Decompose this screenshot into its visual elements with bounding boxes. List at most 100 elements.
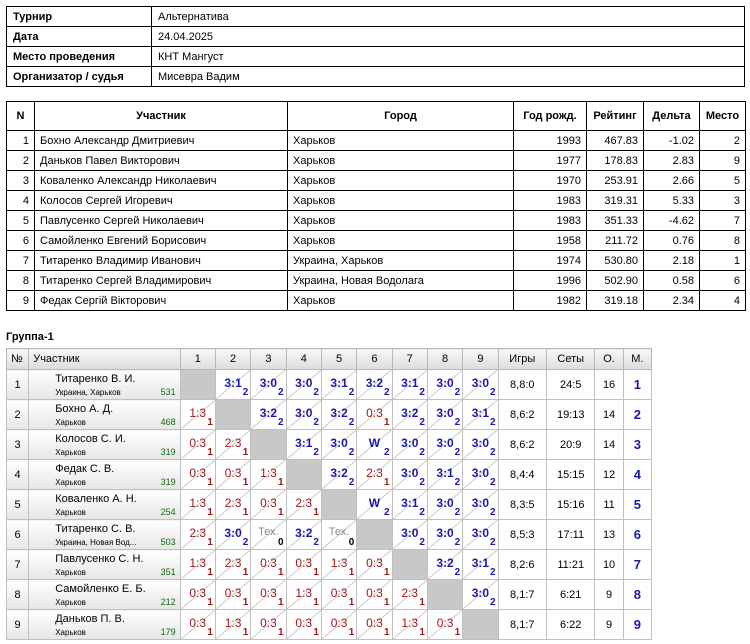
- sets-stat: 15:16: [545, 489, 596, 520]
- match-score: 3:0: [436, 436, 454, 450]
- match-result[interactable]: 0:3 1: [179, 429, 216, 460]
- match-result[interactable]: 1:3 1: [179, 399, 216, 430]
- match-result[interactable]: 0:3 1: [426, 609, 464, 640]
- match-points: 1: [384, 597, 390, 608]
- match-result[interactable]: 3:0 2: [462, 579, 499, 610]
- match-points: 1: [454, 627, 461, 638]
- participant-n: 4: [6, 190, 35, 211]
- info-row: Дата 24.04.2025: [6, 26, 745, 47]
- match-result[interactable]: 3:0 2: [462, 489, 499, 520]
- points-stat: 16: [594, 369, 624, 400]
- match-result[interactable]: 3:0 2: [391, 429, 428, 460]
- points-stat: 14: [594, 399, 624, 430]
- player-city: Харьков: [55, 418, 86, 427]
- participant-n: 9: [6, 290, 35, 311]
- match-result[interactable]: 0:3 1: [320, 579, 358, 610]
- match-result[interactable]: 1:3 1: [179, 549, 216, 580]
- participant-n: 3: [6, 170, 35, 191]
- match-result[interactable]: 1:3 1: [285, 579, 322, 610]
- match-score: 0:3: [189, 466, 207, 480]
- match-result[interactable]: 3:0 2: [462, 369, 499, 400]
- match-result[interactable]: 3:2 2: [320, 459, 358, 490]
- match-score: 1:3: [401, 616, 419, 630]
- match-result[interactable]: 3:1 2: [285, 429, 322, 460]
- match-score: 0:3: [295, 616, 313, 630]
- participant-n: 1: [6, 130, 35, 151]
- match-result[interactable]: 3:0 2: [391, 459, 428, 490]
- match-result[interactable]: 3:0 2: [462, 519, 499, 550]
- match-result[interactable]: 0:3 1: [214, 579, 252, 610]
- match-result[interactable]: 0:3 1: [250, 549, 287, 580]
- match-result[interactable]: 3:0 2: [214, 519, 252, 550]
- match-result[interactable]: 3:0 2: [320, 429, 358, 460]
- match-result[interactable]: 0:3 1: [250, 609, 287, 640]
- match-result[interactable]: 0:3 1: [356, 399, 393, 430]
- match-result[interactable]: 3:0 2: [426, 399, 464, 430]
- match-result[interactable]: 0:3 1: [179, 609, 216, 640]
- participant-delta: 2.83: [643, 150, 700, 171]
- group-title: Группа-1: [6, 331, 54, 343]
- match-result[interactable]: 2:3 1: [356, 459, 393, 490]
- match-result[interactable]: 3:0 2: [426, 519, 464, 550]
- cross-row: 6 Титаренко С. В. Украина, Новая Вод... 503…: [5, 519, 653, 550]
- match-result[interactable]: 0:3 1: [250, 579, 287, 610]
- match-result[interactable]: 3:2 2: [426, 549, 464, 580]
- participants-header-row: N Участник Город Год рожд. Рейтинг Дельт…: [6, 101, 746, 131]
- match-result[interactable]: 3:0 2: [462, 459, 499, 490]
- cross-row: 5 Коваленко А. Н. Харьков 254 1:3 1 2:3 1 0:3 1 2:…: [5, 489, 653, 520]
- match-result[interactable]: 3:0 2: [426, 489, 464, 520]
- match-result[interactable]: 0:3 1: [285, 549, 322, 580]
- match-result[interactable]: 3:0 2: [426, 429, 464, 460]
- match-result[interactable]: 0:3 1: [285, 609, 322, 640]
- match-result[interactable]: 0:3 1: [320, 609, 358, 640]
- match-result[interactable]: 0:3 1: [179, 459, 216, 490]
- player-rating: 351: [160, 567, 176, 577]
- match-result[interactable]: 0:3 1: [356, 579, 393, 610]
- match-result[interactable]: Тех. 0: [320, 519, 358, 550]
- match-score: 3:0: [330, 436, 348, 450]
- match-result[interactable]: 2:3 1: [214, 489, 252, 520]
- participant-year: 1996: [513, 270, 587, 291]
- match-result[interactable]: 3:2 2: [285, 519, 322, 550]
- match-result[interactable]: 1:3 1: [320, 549, 358, 580]
- player-city: Украина, Харьков: [55, 388, 121, 397]
- participant-name: Даньков Павел Викторович: [34, 150, 288, 171]
- match-result[interactable]: 1:3 1: [179, 489, 216, 520]
- match-result[interactable]: 0:3 1: [356, 549, 393, 580]
- match-result[interactable]: 3:1 2: [320, 369, 358, 400]
- match-result[interactable]: 1:3 1: [391, 609, 428, 640]
- match-result[interactable]: 3:1 2: [462, 549, 499, 580]
- match-result[interactable]: 2:3 1: [285, 489, 322, 520]
- match-result[interactable]: 0:3 1: [250, 489, 287, 520]
- match-result[interactable]: 3:1 2: [391, 489, 428, 520]
- match-result[interactable]: 3:1 2: [462, 399, 499, 430]
- match-result[interactable]: 1:3 1: [214, 609, 252, 640]
- match-result[interactable]: 3:0 2: [462, 429, 499, 460]
- match-result[interactable]: 2:3 1: [391, 579, 428, 610]
- match-result[interactable]: Тех. 0: [250, 519, 287, 550]
- match-result[interactable]: 0:3 1: [179, 579, 216, 610]
- player-city: Украина, Новая Вод...: [55, 538, 137, 547]
- match-result[interactable]: 3:1 2: [391, 369, 428, 400]
- match-result[interactable]: 3:2 2: [250, 399, 287, 430]
- match-result[interactable]: 3:0 2: [426, 369, 464, 400]
- match-result[interactable]: 0:3 1: [214, 459, 252, 490]
- match-result[interactable]: 3:1 2: [214, 369, 252, 400]
- match-result[interactable]: 3:0 2: [285, 399, 322, 430]
- match-result[interactable]: 2:3 1: [214, 429, 252, 460]
- participant-rating: 319.31: [586, 190, 644, 211]
- match-result[interactable]: 1:3 1: [250, 459, 287, 490]
- match-result[interactable]: 3:2 2: [320, 399, 358, 430]
- match-score: 3:2: [330, 406, 348, 420]
- match-result[interactable]: 3:1 2: [426, 459, 464, 490]
- match-result[interactable]: 0:3 1: [356, 609, 393, 640]
- match-result[interactable]: 3:0 2: [285, 369, 322, 400]
- match-result[interactable]: 3:2 2: [391, 399, 428, 430]
- match-result[interactable]: 3:0 2: [391, 519, 428, 550]
- match-result[interactable]: 3:0 2: [250, 369, 287, 400]
- match-result[interactable]: 2:3 1: [214, 549, 252, 580]
- match-result[interactable]: 2:3 1: [179, 519, 216, 550]
- match-result[interactable]: 3:2 2: [356, 369, 393, 400]
